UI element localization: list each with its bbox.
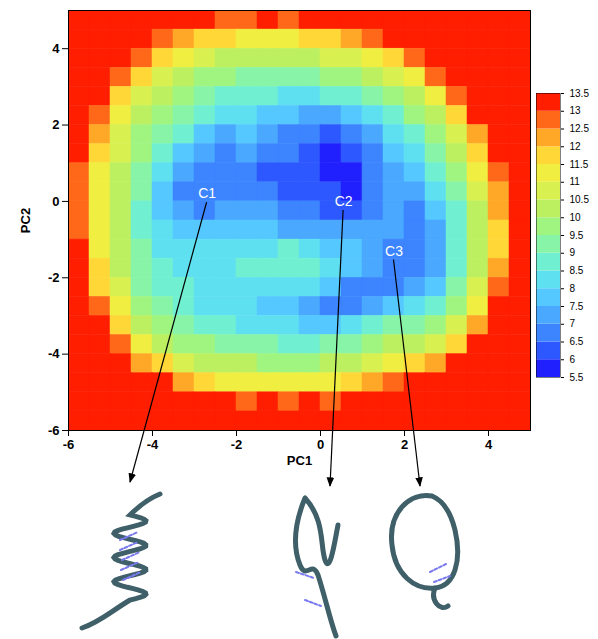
svg-text:4: 4 xyxy=(485,437,493,452)
svg-text:-4: -4 xyxy=(147,437,159,452)
svg-text:13: 13 xyxy=(570,105,582,116)
svg-text:7: 7 xyxy=(570,318,576,329)
svg-text:12.5: 12.5 xyxy=(570,123,590,134)
svg-text:PC2: PC2 xyxy=(18,208,33,233)
svg-text:6.5: 6.5 xyxy=(570,336,584,347)
svg-text:-6: -6 xyxy=(63,437,75,452)
svg-text:6: 6 xyxy=(570,354,576,365)
svg-text:-2: -2 xyxy=(231,437,243,452)
svg-text:4: 4 xyxy=(52,41,60,56)
svg-text:2: 2 xyxy=(52,117,59,132)
svg-text:12: 12 xyxy=(570,141,582,152)
svg-text:7.5: 7.5 xyxy=(570,301,584,312)
svg-text:PC1: PC1 xyxy=(287,453,312,468)
svg-text:9: 9 xyxy=(570,247,576,258)
svg-text:0: 0 xyxy=(317,437,324,452)
svg-text:5.5: 5.5 xyxy=(570,372,584,383)
svg-text:-4: -4 xyxy=(48,346,60,361)
svg-text:10: 10 xyxy=(570,212,582,223)
svg-text:8: 8 xyxy=(570,283,576,294)
svg-text:C3: C3 xyxy=(385,243,403,259)
svg-text:13.5: 13.5 xyxy=(570,88,590,99)
svg-text:8.5: 8.5 xyxy=(570,265,584,276)
svg-text:11.5: 11.5 xyxy=(570,159,589,170)
svg-text:0: 0 xyxy=(52,194,59,209)
svg-text:C1: C1 xyxy=(198,185,216,201)
svg-text:-6: -6 xyxy=(48,423,60,438)
svg-text:11: 11 xyxy=(570,176,581,187)
svg-text:9.5: 9.5 xyxy=(570,230,584,241)
svg-text:C2: C2 xyxy=(335,193,353,209)
svg-text:-2: -2 xyxy=(48,270,60,285)
svg-text:10.5: 10.5 xyxy=(570,194,590,205)
svg-text:2: 2 xyxy=(401,437,408,452)
